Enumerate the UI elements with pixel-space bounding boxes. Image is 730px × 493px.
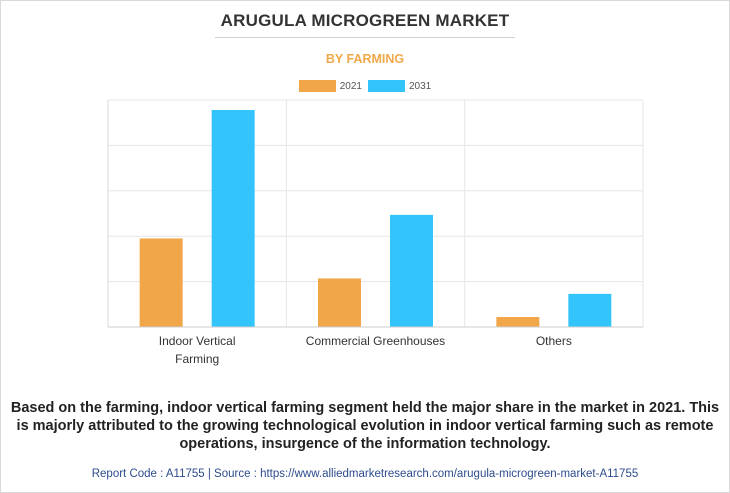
chart-subtitle: BY FARMING [325, 52, 405, 66]
x-tick-label: Commercial Greenhouses [306, 334, 445, 348]
x-tick-label: Farming [175, 352, 219, 366]
legend-label-2031: 2031 [409, 80, 432, 92]
source-footer: Report Code : A11755 | Source : https://… [91, 468, 639, 480]
x-tick-label: Others [536, 334, 572, 348]
legend-swatch-2031 [368, 80, 405, 92]
legend-item-2031: 2031 [368, 80, 431, 92]
title-divider [215, 37, 515, 38]
bar-2031-commercial-greenhouses [390, 214, 433, 327]
bar-2021-indoor-vertical-farming [139, 238, 183, 327]
bar-2031-indoor-vertical-farming [211, 109, 255, 327]
bar-chart: Indoor Vertical Farming Commercial Greenho… [107, 99, 644, 366]
x-tick-label: Indoor Vertical [159, 334, 236, 348]
chart-caption: Based on the farming, indoor vertical fa… [10, 400, 720, 452]
legend-item-2021: 2021 [298, 80, 362, 92]
chart-legend: 2021 2031 [0, 80, 730, 92]
chart-title: ARUGULA MICROGREEN MARKET [220, 11, 510, 30]
bar-2021-commercial-greenhouses [318, 278, 361, 327]
legend-swatch-2021 [298, 80, 336, 92]
bar-2031-others [568, 293, 612, 327]
legend-label-2021: 2021 [339, 80, 362, 92]
bar-2021-others [496, 317, 540, 327]
